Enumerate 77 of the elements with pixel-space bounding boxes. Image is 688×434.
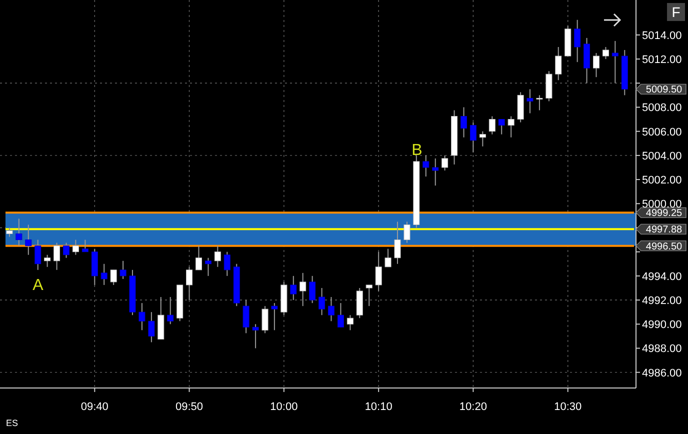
candlestick [196,245,202,270]
candlestick [204,257,212,276]
ref-line-label: 4996.50 [646,241,683,252]
y-tick-label: 5006.00 [642,126,682,138]
text: ES [6,418,18,428]
candlestick [186,266,193,301]
candlestick [375,251,382,292]
candlestick [252,324,259,349]
candlestick [120,260,126,280]
annotation: A [32,277,44,294]
candlestick [318,287,326,316]
candlestick [422,154,430,178]
y-tick-label: 4994.00 [642,270,682,283]
ref-line-label: 4999.25 [646,208,683,220]
candlestick [262,306,268,334]
candlestick [526,88,534,114]
candlestick [224,251,230,276]
candlestick [148,312,155,343]
candlestick [63,242,70,258]
x-tick-label: 10:30 [554,401,582,413]
y-tick-label: 5014.00 [642,30,682,42]
candlestick [432,158,439,186]
candlestick [290,275,297,301]
candlestick [82,239,88,252]
candlestick [110,269,117,286]
candlestick [536,94,543,111]
candlestick [309,275,316,304]
candlestick [593,52,600,78]
y-tick-label: 4990.00 [642,319,682,332]
candlestick [602,46,609,60]
candlestick [271,302,278,331]
candlestick [54,242,60,270]
y-tick-label: 4986.00 [642,367,682,380]
x-tick-label: 09:40 [80,401,108,413]
text: F [672,4,680,20]
candlestick [366,284,372,307]
candlestick [167,296,174,325]
candlestick [555,46,562,81]
candlestick [214,245,221,268]
y-tick-label: 5008.00 [642,102,682,114]
candlestick [498,118,505,135]
y-tick-label: 5002.00 [642,174,682,187]
ref-line-label: 4997.88 [646,224,683,236]
candlestick [574,19,581,63]
candlestick [6,227,13,238]
candlestick [44,254,51,268]
candlestick [328,296,334,322]
candlestick [384,248,392,268]
y-tick-label: 4988.00 [642,343,682,356]
candlestick [394,221,401,264]
x-tick-label: 10:10 [364,401,392,413]
candlestick [138,302,146,331]
x-tick-label: 10:00 [270,401,298,413]
y-tick-label: 5004.00 [642,150,682,162]
y-tick-label: 4992.00 [642,295,682,308]
candlestick [470,122,476,153]
x-tick-label: 10:20 [459,401,487,413]
candlestick [479,130,486,147]
candlestick [442,154,448,172]
candlestick [72,239,79,256]
candlestick [300,272,306,307]
annotation: B [412,142,422,159]
x-tick-label: 09:50 [176,401,204,413]
candlestick [34,239,42,270]
candlestick [612,40,618,84]
candlestick [508,116,514,138]
candlestick [404,221,410,244]
candlestick [460,106,468,138]
candlestick [346,314,354,331]
annotation: 5009.50 [646,84,683,96]
candlestick [25,224,32,256]
candlestick [100,263,108,286]
y-tick-label: 5012.00 [642,54,682,66]
candlestick [242,300,250,334]
candlestick [337,302,344,328]
candlestick [16,218,22,246]
candlestick [488,116,496,135]
